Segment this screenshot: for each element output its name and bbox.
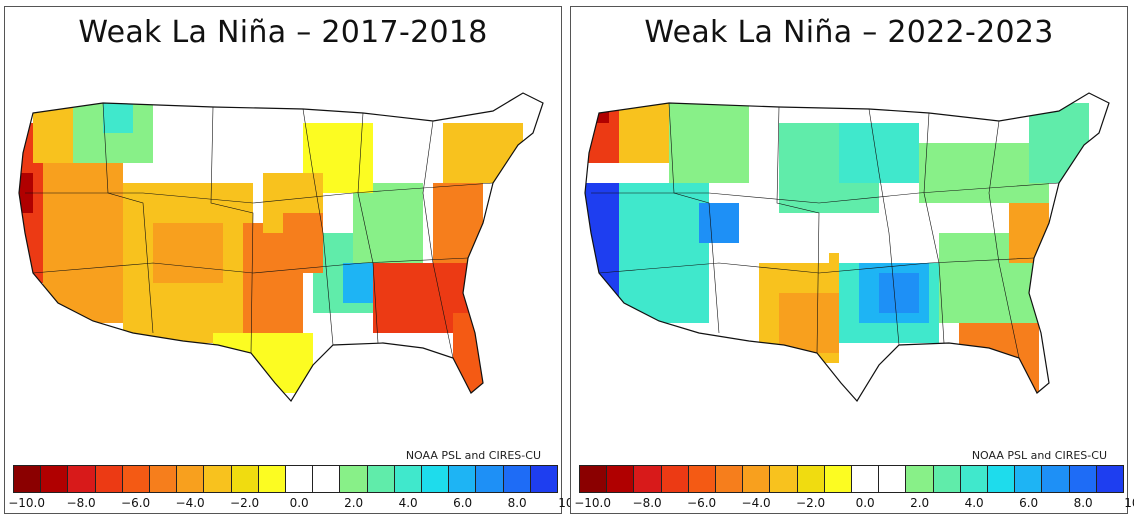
colorbar-swatch [988, 466, 1016, 492]
colorbar-swatch [852, 466, 880, 492]
colorbar-ticks: −10.0−8.0−6.0−4.0−2.00.02.04.06.08.010.0 [8, 496, 585, 510]
colorbar-tick-label: 10.0 [1124, 496, 1134, 510]
colorbar-swatch [530, 466, 558, 492]
us-climate-division-map [18, 92, 544, 403]
us-outline [18, 92, 544, 403]
colorbar-tick-label: −6.0 [687, 496, 717, 510]
colorbar-swatch [122, 466, 151, 492]
colorbar-tick-label: −10.0 [574, 496, 612, 510]
colorbar-swatch [688, 466, 717, 492]
colorbar-tick-label: −10.0 [8, 496, 46, 510]
colorbar-swatch [177, 466, 205, 492]
colorbar-swatch [797, 466, 825, 492]
colorbar-tick-label: −4.0 [741, 496, 771, 510]
map-panel-2017-2018: Weak La Niña – 2017-2018 [4, 6, 585, 514]
colorbar [579, 465, 1124, 493]
colorbar-tick-label: −4.0 [175, 496, 205, 510]
panel-title: Weak La Niña – 2022-2023 [644, 15, 1054, 50]
colorbar-tick-label: 8.0 [1073, 496, 1093, 510]
colorbar-tick-label: 2.0 [910, 496, 930, 510]
map-panel-2022-2023: Weak La Niña – 2022-2023 [570, 6, 1134, 514]
colorbar-swatch [340, 466, 368, 492]
colorbar-swatch [1096, 466, 1124, 492]
panel-title: Weak La Niña – 2017-2018 [78, 15, 488, 50]
colorbar-swatch [286, 466, 314, 492]
colorbar-swatch [824, 466, 853, 492]
colorbar-swatch [41, 466, 69, 492]
colorbar-tick-label: −8.0 [632, 496, 662, 510]
colorbar-swatch [1015, 466, 1043, 492]
colorbar-tick-label: 6.0 [453, 496, 473, 510]
colorbar-swatch [879, 466, 907, 492]
credit-text: NOAA PSL and CIRES-CU [971, 449, 1107, 462]
colorbar-tick-label: 4.0 [398, 496, 418, 510]
colorbar-swatch [1069, 466, 1097, 492]
colorbar-tick-label: −2.0 [230, 496, 260, 510]
colorbar-tick-label: 4.0 [964, 496, 984, 510]
credit-text: NOAA PSL and CIRES-CU [405, 449, 541, 462]
state-boundaries [25, 102, 494, 359]
colorbar-swatch [150, 466, 178, 492]
colorbar-swatch [716, 466, 744, 492]
state-boundaries [591, 102, 1060, 359]
colorbar-swatch [95, 466, 123, 492]
colorbar [13, 465, 558, 493]
colorbar-swatch [1042, 466, 1070, 492]
colorbar-tick-label: −2.0 [796, 496, 826, 510]
colorbar-swatch [960, 466, 989, 492]
colorbar-swatch [68, 466, 96, 492]
colorbar-swatch [634, 466, 662, 492]
colorbar-swatch [743, 466, 771, 492]
colorbar-tick-label: −8.0 [66, 496, 96, 510]
colorbar-tick-label: 6.0 [1019, 496, 1039, 510]
colorbar-swatch [231, 466, 259, 492]
colorbar-swatch [906, 466, 934, 492]
colorbar-ticks: −10.0 −8.0 −6.0 −4.0 −2.0 0.0 2.0 4.0 6.0 8.0 10.0 [574, 496, 1134, 510]
colorbar-tick-label: 0.0 [289, 496, 309, 510]
colorbar-swatch [449, 466, 477, 492]
colorbar-swatch [770, 466, 798, 492]
colorbar-tick-label: 8.0 [507, 496, 527, 510]
colorbar-swatch [607, 466, 635, 492]
colorbar-swatch [422, 466, 450, 492]
colorbar-swatch [394, 466, 423, 492]
division-fills [585, 93, 1109, 401]
colorbar-tick-label: −6.0 [121, 496, 151, 510]
colorbar-swatch [580, 466, 608, 492]
colorbar-swatch [204, 466, 232, 492]
us-outline [584, 92, 1110, 403]
colorbar-tick-label: 0.0 [855, 496, 875, 510]
us-climate-division-map [584, 92, 1110, 403]
colorbar-swatch [933, 466, 961, 492]
colorbar-swatch [258, 466, 287, 492]
colorbar-swatch [313, 466, 341, 492]
colorbar-swatch [14, 466, 42, 492]
colorbar-swatch [367, 466, 395, 492]
division-fills [19, 93, 543, 401]
colorbar-swatch [476, 466, 504, 492]
colorbar-swatch [503, 466, 531, 492]
colorbar-swatch [661, 466, 689, 492]
colorbar-tick-label: 2.0 [344, 496, 364, 510]
